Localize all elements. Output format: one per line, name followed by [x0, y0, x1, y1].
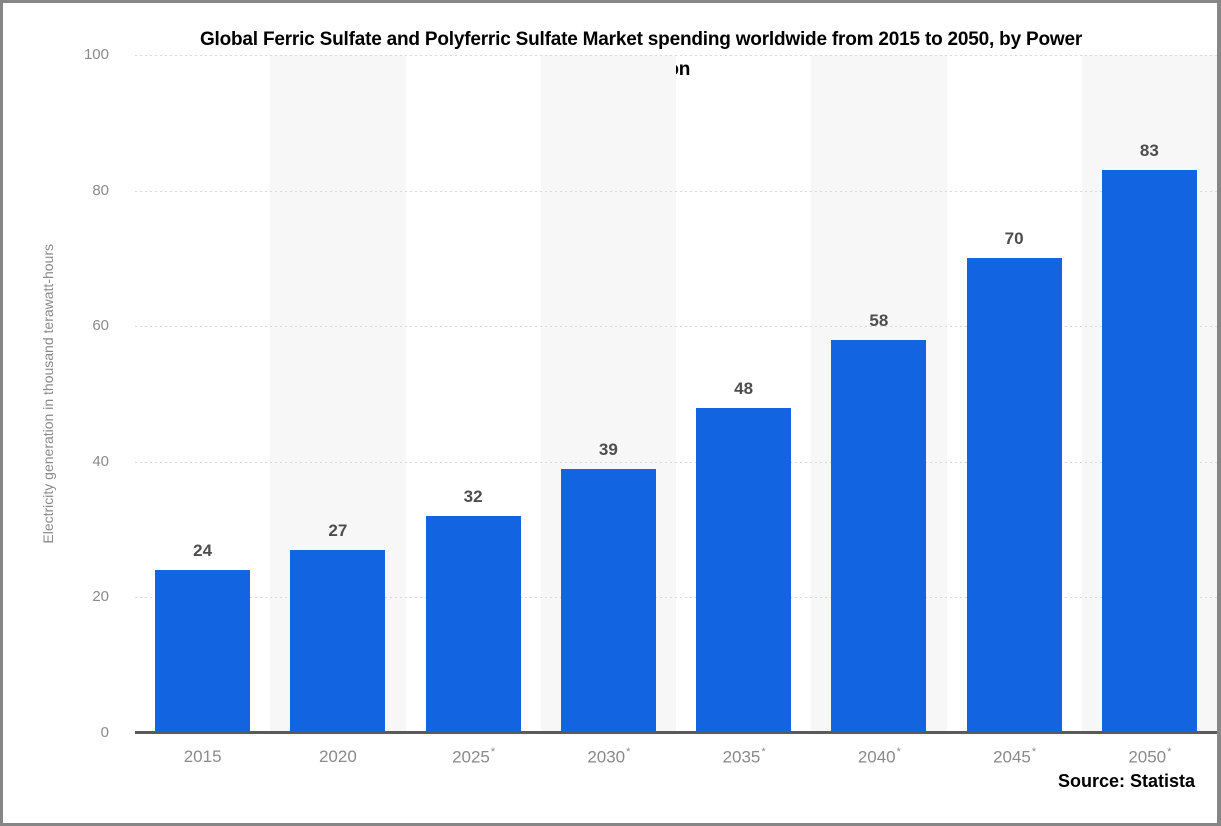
- gridline-y-40: [135, 461, 1217, 463]
- x-tick-year: 2020: [318, 747, 357, 766]
- plot-area: 24 27 32 39 48 58 70 83: [135, 55, 1217, 734]
- forecast-marker: *: [1031, 746, 1037, 758]
- bar-value-label: 39: [598, 439, 618, 459]
- x-tick-label: 2020: [270, 747, 405, 767]
- y-tick-label: 40: [92, 452, 109, 470]
- gridline-y-100: [135, 55, 1217, 56]
- bar-value-label: 83: [1139, 141, 1159, 161]
- y-tick-label: 100: [83, 46, 109, 63]
- x-tick-label: 2015: [135, 747, 270, 767]
- x-tick-year: 2025: [452, 747, 490, 767]
- bar-2035: [696, 407, 792, 733]
- bar-2040: [831, 339, 927, 733]
- bar-value-label: 70: [1004, 229, 1024, 249]
- x-tick-year: 2045: [993, 747, 1031, 767]
- x-tick-label: 2040*: [811, 746, 946, 768]
- bar-2015: [155, 570, 251, 733]
- forecast-marker: *: [1167, 746, 1172, 758]
- y-tick-label: 60: [92, 317, 109, 335]
- bar-value-label: 32: [463, 487, 483, 507]
- forecast-marker: *: [490, 746, 496, 758]
- x-tick-year: 2050: [1128, 747, 1167, 767]
- bar-2020: [290, 549, 386, 733]
- y-axis-title-text: Electricity generation in thousand teraw…: [40, 244, 56, 544]
- gridline-y-20: [135, 597, 1217, 599]
- x-tick-label: 2050*: [1082, 746, 1217, 768]
- x-tick-year: 2015: [183, 747, 222, 766]
- y-tick-label: 20: [92, 588, 109, 606]
- x-axis-line: [135, 731, 1217, 734]
- bar-value-label: 27: [328, 520, 348, 540]
- x-tick-label: 2025*: [406, 746, 541, 768]
- bar-2045: [966, 258, 1062, 733]
- source-note: Source: Statista: [1057, 771, 1195, 791]
- x-tick-year: 2030: [587, 747, 626, 767]
- forecast-marker: *: [626, 746, 631, 758]
- x-tick-year: 2040: [857, 747, 896, 767]
- bar-2030: [560, 468, 656, 733]
- y-tick-label: 0: [100, 724, 109, 741]
- x-tick-label: 2045*: [947, 746, 1082, 768]
- gridline-y-60: [135, 326, 1217, 328]
- x-tick-label: 2035*: [676, 746, 811, 768]
- forecast-marker: *: [761, 746, 766, 758]
- bar-2025: [425, 516, 521, 733]
- x-tick-label: 2030*: [541, 746, 676, 768]
- x-tick-year: 2035: [722, 747, 761, 767]
- bar-value-label: 58: [869, 310, 889, 330]
- bar-2050: [1101, 170, 1197, 733]
- bar-value-label: 24: [193, 541, 213, 561]
- gridline-y-80: [135, 190, 1217, 192]
- chart-title-line-1: Global Ferric Sulfate and Polyferric Sul…: [199, 29, 1083, 50]
- bar-value-label: 48: [734, 378, 754, 398]
- forecast-marker: *: [896, 746, 901, 758]
- y-axis-title: Electricity generation in thousand teraw…: [37, 55, 59, 733]
- y-tick-label: 80: [92, 181, 109, 199]
